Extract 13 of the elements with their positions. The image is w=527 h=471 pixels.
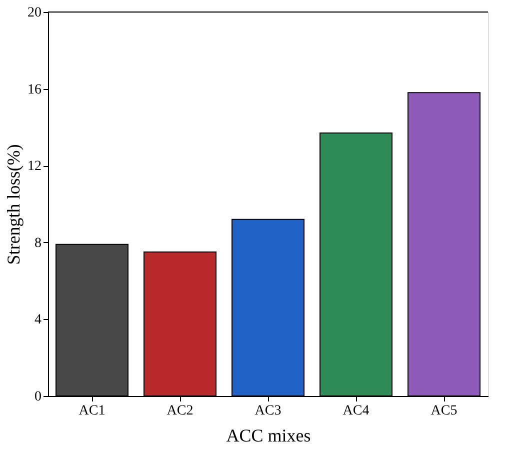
y-tick-label: 16 (28, 82, 42, 98)
x-tick-label: AC5 (430, 404, 458, 418)
y-tick-label: 0 (34, 390, 42, 404)
y-axis-title: Strength loss(%) (4, 144, 24, 265)
x-tick-label: AC1 (78, 404, 106, 418)
y-tick-label: 12 (28, 159, 42, 174)
x-tick-label: AC3 (254, 404, 282, 418)
y-tick-label: 4 (34, 312, 42, 328)
y-tick-label: 8 (34, 236, 42, 251)
y-tick-label: 20 (28, 6, 42, 20)
x-tick-label: AC4 (342, 404, 370, 418)
x-tick-label: AC2 (166, 404, 194, 418)
x-axis-title: ACC mixes (226, 426, 311, 446)
